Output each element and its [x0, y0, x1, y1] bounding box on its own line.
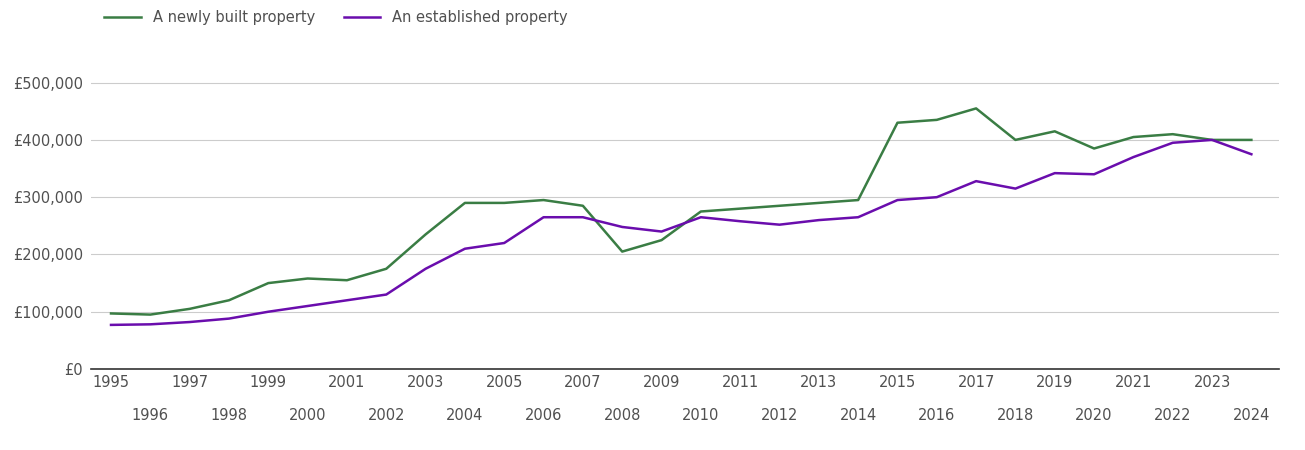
Line: A newly built property: A newly built property — [111, 108, 1251, 315]
An established property — [418, 266, 433, 271]
An established property — [1007, 186, 1023, 191]
A newly built property — [968, 106, 984, 111]
Line: An established property: An established property — [111, 140, 1251, 325]
An established property — [339, 297, 355, 303]
Text: 2006: 2006 — [525, 408, 562, 423]
A newly built property — [418, 232, 433, 237]
A newly built property — [457, 200, 472, 206]
A newly built property — [1047, 129, 1062, 134]
A newly built property — [810, 200, 826, 206]
A newly built property — [261, 280, 277, 286]
An established property — [654, 229, 669, 234]
A newly built property — [771, 203, 787, 208]
A newly built property — [576, 203, 591, 208]
A newly built property — [1126, 135, 1142, 140]
Legend: A newly built property, An established property: A newly built property, An established p… — [99, 4, 574, 31]
Text: 1996: 1996 — [132, 408, 168, 423]
An established property — [968, 179, 984, 184]
An established property — [810, 217, 826, 223]
An established property — [457, 246, 472, 252]
Text: 2002: 2002 — [368, 408, 405, 423]
An established property — [771, 222, 787, 227]
Text: 2022: 2022 — [1154, 408, 1191, 423]
An established property — [496, 240, 512, 246]
A newly built property — [693, 209, 709, 214]
A newly built property — [496, 200, 512, 206]
An established property — [615, 224, 630, 230]
Text: 2016: 2016 — [919, 408, 955, 423]
An established property — [300, 303, 316, 309]
Text: 2000: 2000 — [288, 408, 326, 423]
An established property — [851, 215, 867, 220]
An established property — [890, 198, 906, 203]
An established property — [1205, 137, 1220, 143]
A newly built property — [181, 306, 197, 311]
A newly built property — [221, 297, 236, 303]
An established property — [1047, 171, 1062, 176]
Text: 2008: 2008 — [603, 408, 641, 423]
An established property — [576, 215, 591, 220]
An established property — [261, 309, 277, 315]
A newly built property — [339, 278, 355, 283]
A newly built property — [300, 276, 316, 281]
A newly built property — [654, 238, 669, 243]
Text: 2024: 2024 — [1233, 408, 1270, 423]
An established property — [536, 215, 552, 220]
Text: 2018: 2018 — [997, 408, 1034, 423]
An established property — [732, 219, 748, 224]
Text: 2014: 2014 — [839, 408, 877, 423]
Text: 2020: 2020 — [1075, 408, 1113, 423]
A newly built property — [851, 198, 867, 203]
An established property — [1244, 152, 1259, 157]
A newly built property — [615, 249, 630, 254]
A newly built property — [890, 120, 906, 126]
An established property — [929, 194, 945, 200]
An established property — [142, 322, 158, 327]
A newly built property — [732, 206, 748, 211]
Text: 2010: 2010 — [683, 408, 719, 423]
An established property — [693, 215, 709, 220]
Text: 2004: 2004 — [446, 408, 484, 423]
An established property — [103, 322, 119, 328]
An established property — [221, 316, 236, 321]
A newly built property — [1165, 131, 1181, 137]
A newly built property — [1086, 146, 1101, 151]
A newly built property — [1244, 137, 1259, 143]
A newly built property — [929, 117, 945, 122]
A newly built property — [1205, 137, 1220, 143]
A newly built property — [142, 312, 158, 317]
An established property — [1165, 140, 1181, 145]
A newly built property — [536, 198, 552, 203]
An established property — [181, 320, 197, 325]
A newly built property — [378, 266, 394, 271]
An established property — [1126, 154, 1142, 160]
A newly built property — [103, 311, 119, 316]
An established property — [378, 292, 394, 297]
Text: 2012: 2012 — [761, 408, 799, 423]
Text: 1998: 1998 — [210, 408, 248, 423]
An established property — [1086, 171, 1101, 177]
A newly built property — [1007, 137, 1023, 143]
